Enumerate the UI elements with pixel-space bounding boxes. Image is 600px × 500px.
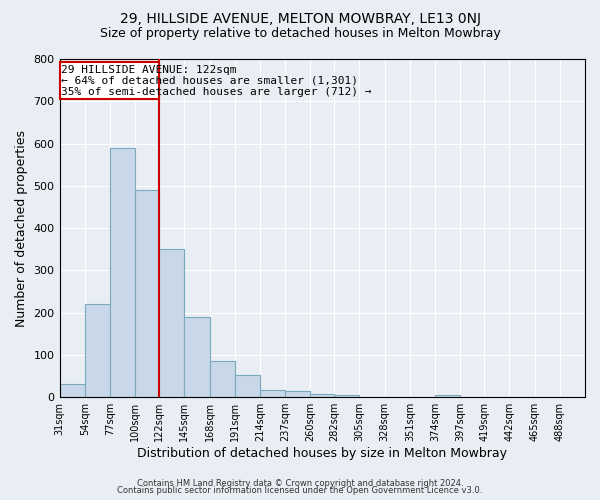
Bar (110, 148, 135, 397)
Text: Contains HM Land Registry data © Crown copyright and database right 2024.: Contains HM Land Registry data © Crown c… (137, 478, 463, 488)
Text: Contains public sector information licensed under the Open Government Licence v3: Contains public sector information licen… (118, 486, 482, 495)
Bar (285, 392, 310, 397)
Text: 29, HILLSIDE AVENUE, MELTON MOWBRAY, LE13 0NJ: 29, HILLSIDE AVENUE, MELTON MOWBRAY, LE1… (119, 12, 481, 26)
Bar (435, 395, 460, 397)
Y-axis label: Number of detached properties: Number of detached properties (15, 130, 28, 326)
Bar (235, 375, 260, 397)
Bar (260, 390, 285, 397)
Bar (85, 304, 110, 397)
Text: Size of property relative to detached houses in Melton Mowbray: Size of property relative to detached ho… (100, 28, 500, 40)
Text: 29 HILLSIDE AVENUE: 122sqm: 29 HILLSIDE AVENUE: 122sqm (61, 65, 236, 75)
Bar (334, 395, 359, 397)
Bar (59, 62, 159, 99)
Text: ← 64% of detached houses are smaller (1,301): ← 64% of detached houses are smaller (1,… (61, 76, 358, 86)
Bar (159, 249, 184, 397)
Bar (184, 317, 209, 397)
Bar (135, 190, 159, 397)
Bar (310, 394, 334, 397)
Bar (209, 362, 235, 397)
Bar (59, 384, 85, 397)
Text: 35% of semi-detached houses are larger (712) →: 35% of semi-detached houses are larger (… (61, 87, 371, 97)
X-axis label: Distribution of detached houses by size in Melton Mowbray: Distribution of detached houses by size … (137, 447, 507, 460)
